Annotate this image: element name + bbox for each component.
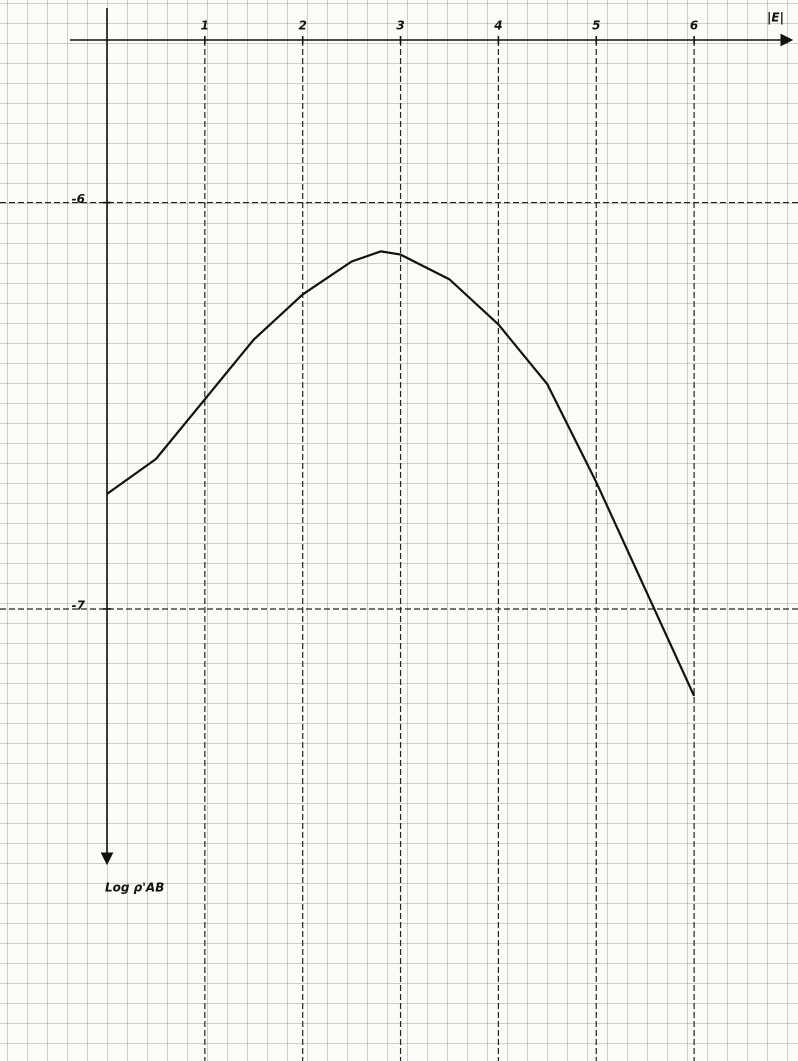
x-tick-label: 4 <box>493 19 502 33</box>
x-tick-label: 1 <box>201 19 209 33</box>
x-axis-label: |E| <box>767 11 784 25</box>
x-tick-label: 2 <box>299 19 307 33</box>
x-tick-label: 5 <box>592 19 600 33</box>
y-axis-label: Log ρ'AB <box>105 881 164 895</box>
x-tick-label: 3 <box>396 19 404 33</box>
x-tick-label: 6 <box>690 19 698 33</box>
y-tick-label: -6 <box>72 192 85 206</box>
data-line <box>106 250 696 697</box>
y-tick-label: -7 <box>72 598 86 612</box>
